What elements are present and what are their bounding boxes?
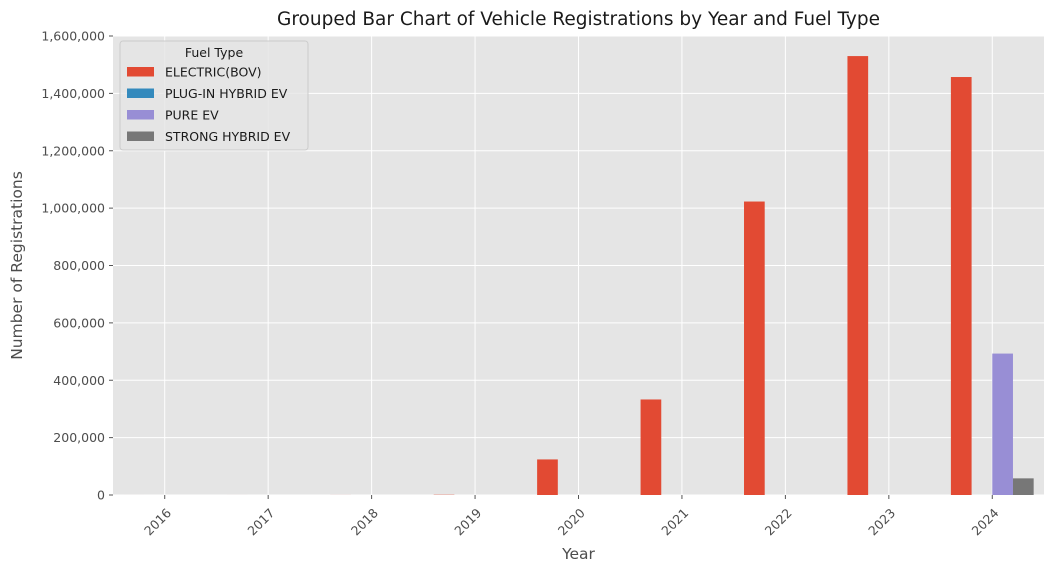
bar-electric-bov-2020	[537, 459, 558, 495]
legend: Fuel Type ELECTRIC(BOV) PLUG-IN HYBRID EV…	[119, 40, 309, 151]
legend-items: ELECTRIC(BOV) PLUG-IN HYBRID EV PURE EV STR…	[127, 65, 291, 144]
y-tick-label: 200,000	[53, 430, 105, 445]
legend-label: ELECTRIC(BOV)	[165, 65, 262, 80]
legend-swatch	[127, 131, 154, 141]
legend-swatch	[127, 110, 154, 120]
y-tick-label: 800,000	[53, 258, 105, 273]
legend-label: PLUG-IN HYBRID EV	[165, 86, 288, 101]
y-tick-label: 400,000	[53, 373, 105, 388]
chart-title: Grouped Bar Chart of Vehicle Registratio…	[277, 9, 880, 30]
x-tick-label: 2019	[451, 505, 484, 538]
legend-swatch	[127, 67, 154, 77]
x-axis-ticks: 2016 2017 2018 2019 2020 2021 2022 2023 2024	[141, 495, 1002, 538]
x-tick-label: 2020	[555, 505, 588, 538]
bar-electric-bov-2024	[950, 77, 972, 495]
legend-frame	[119, 40, 309, 151]
y-tick-label: 1,000,000	[41, 201, 105, 216]
y-tick-label: 1,200,000	[41, 143, 105, 158]
y-tick-label: 1,600,000	[41, 29, 105, 44]
bar-electric-bov-2022	[744, 201, 765, 496]
x-axis-title: Year	[561, 545, 595, 563]
y-tick-label: 0	[97, 488, 105, 503]
x-tick-label: 2022	[762, 505, 795, 538]
bar-electric-bov-2023	[847, 56, 869, 496]
x-tick-label: 2018	[348, 505, 381, 538]
bars-group	[123, 56, 1034, 496]
y-axis-title: Number of Registrations	[8, 171, 26, 360]
legend-title: Fuel Type	[185, 45, 244, 60]
x-tick-label: 2021	[658, 505, 691, 538]
legend-swatch	[127, 88, 154, 98]
x-tick-label: 2016	[141, 505, 174, 538]
x-tick-label: 2023	[865, 505, 898, 538]
legend-label: STRONG HYBRID EV	[165, 129, 291, 144]
y-tick-label: 1,400,000	[41, 86, 105, 101]
y-tick-label: 600,000	[53, 315, 105, 330]
x-tick-label: 2024	[969, 505, 1002, 538]
y-axis-ticks: 0 200,000 400,000 600,000 800,000 1,000,000 1,…	[41, 29, 113, 503]
x-tick-label: 2017	[244, 505, 277, 538]
legend-label: PURE EV	[165, 108, 219, 123]
bar-pure-ev-2024	[992, 353, 1013, 495]
bar-electric-bov-2021	[640, 399, 662, 495]
bar-strong-hybrid-ev-2024	[1012, 478, 1034, 495]
